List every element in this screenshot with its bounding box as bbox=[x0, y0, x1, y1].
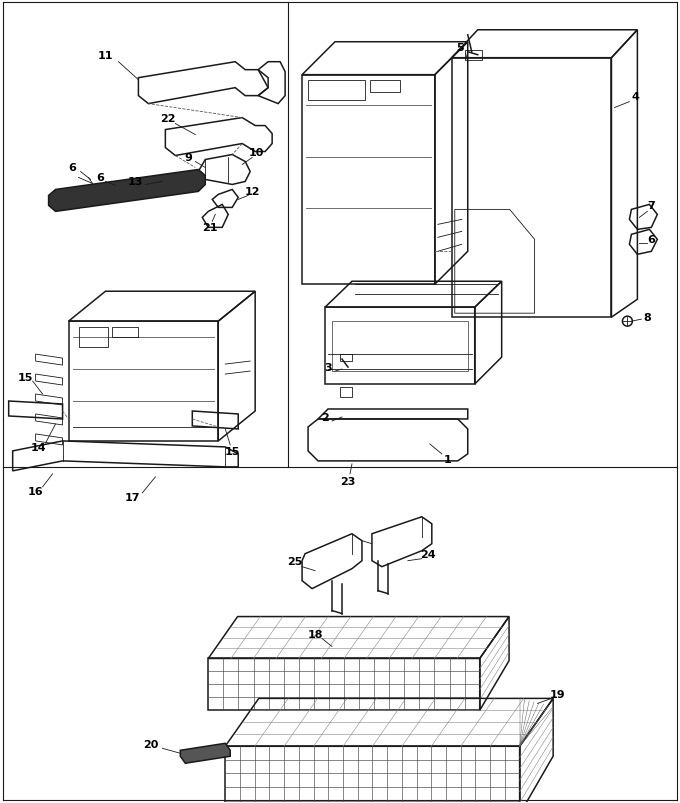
Text: 9: 9 bbox=[184, 153, 192, 163]
Text: 19: 19 bbox=[549, 690, 565, 699]
Text: 11: 11 bbox=[98, 51, 114, 61]
Text: 16: 16 bbox=[28, 486, 44, 496]
Text: 12: 12 bbox=[244, 187, 260, 198]
Text: 23: 23 bbox=[340, 476, 356, 487]
Text: 13: 13 bbox=[128, 177, 143, 187]
Polygon shape bbox=[48, 170, 205, 212]
Text: 22: 22 bbox=[160, 113, 176, 124]
Text: 6: 6 bbox=[97, 173, 105, 183]
Text: 2: 2 bbox=[321, 413, 329, 422]
Text: 14: 14 bbox=[31, 442, 46, 452]
Text: 8: 8 bbox=[643, 313, 651, 323]
Text: 17: 17 bbox=[124, 492, 140, 502]
Text: 21: 21 bbox=[203, 223, 218, 233]
Text: 15: 15 bbox=[224, 446, 240, 456]
Text: 18: 18 bbox=[307, 629, 323, 638]
Text: 25: 25 bbox=[288, 556, 303, 566]
Polygon shape bbox=[180, 744, 231, 764]
Text: 15: 15 bbox=[18, 373, 33, 382]
Text: 6: 6 bbox=[647, 235, 656, 245]
Text: 3: 3 bbox=[324, 363, 332, 373]
Text: 1: 1 bbox=[444, 454, 452, 464]
Text: 7: 7 bbox=[647, 201, 656, 211]
Text: 5: 5 bbox=[456, 43, 464, 53]
Text: 10: 10 bbox=[248, 147, 264, 157]
Text: 20: 20 bbox=[143, 740, 158, 749]
Text: 24: 24 bbox=[420, 549, 436, 559]
Text: 4: 4 bbox=[632, 92, 639, 101]
Text: 6: 6 bbox=[69, 163, 76, 173]
